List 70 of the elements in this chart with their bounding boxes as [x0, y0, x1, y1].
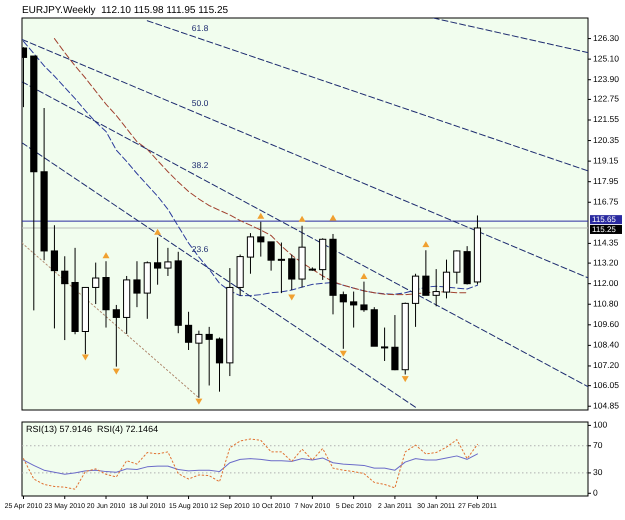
- chart-title: EURJPY.Weekly 112.10 115.98 111.95 115.25: [22, 5, 229, 16]
- ref-line-label: 115.65: [592, 215, 616, 224]
- candlestick: [133, 260, 141, 308]
- y-tick-label: 108.40: [593, 340, 620, 350]
- y-tick-label: 119.15: [593, 155, 619, 166]
- y-tick-label: 30: [593, 467, 603, 478]
- candlestick: [288, 254, 296, 291]
- y-tick-label: 122.75: [593, 94, 620, 104]
- chart-title: RSI(13) 57.9146 RSI(4) 72.1464: [26, 424, 158, 434]
- point: [154, 228, 162, 235]
- point: [402, 376, 409, 382]
- y-tick-label: 121.55: [593, 114, 620, 124]
- candlestick: [216, 336, 224, 392]
- y-tick-label: 110.80: [593, 298, 619, 308]
- candlestick: [391, 314, 399, 371]
- candlestick: [442, 259, 450, 299]
- y-tick-label: 104.85: [593, 400, 620, 410]
- y-tick-label: 107.20: [593, 360, 620, 370]
- point: [360, 272, 368, 279]
- candlestick: [50, 224, 58, 329]
- series-label: 61.8: [192, 22, 209, 33]
- candlestick: [92, 262, 100, 305]
- line-series: [22, 438, 478, 490]
- candlestick: [164, 247, 172, 276]
- y-tick-label: 70: [593, 440, 603, 450]
- point: [330, 214, 337, 221]
- candlestick: [184, 311, 192, 351]
- y-tick-label: 106.05: [593, 380, 620, 390]
- candlestick: [453, 250, 460, 284]
- candlestick: [154, 236, 162, 286]
- y-tick-label: 123.90: [593, 74, 620, 84]
- candlestick: [61, 256, 68, 341]
- point: [102, 252, 110, 258]
- line-series: [22, 453, 478, 475]
- candlestick: [381, 327, 388, 362]
- candlestick: [340, 291, 347, 350]
- candlestick: [360, 281, 368, 312]
- y-tick-label: 100: [593, 420, 608, 430]
- y-tick-label: 114.35: [593, 238, 619, 248]
- point: [298, 216, 306, 222]
- series-label: 23.6: [192, 244, 209, 254]
- point: [82, 354, 89, 361]
- y-tick-label: 125.10: [593, 53, 620, 64]
- y-tick-label: 117.95: [593, 176, 619, 186]
- point: [340, 350, 347, 357]
- candlestick: [350, 291, 358, 328]
- candlestick: [268, 241, 275, 272]
- candlestick: [422, 250, 430, 296]
- ref-line-label: 115.25: [592, 225, 616, 234]
- point: [288, 294, 296, 301]
- y-tick-label: 109.60: [593, 319, 620, 330]
- y-tick-label: 120.35: [593, 134, 620, 145]
- candlestick: [432, 268, 440, 307]
- candlestick: [112, 304, 120, 368]
- point: [422, 241, 430, 248]
- series-label: 50.0: [192, 98, 209, 108]
- series-label: 38.2: [192, 160, 209, 170]
- y-tick-label: 113.20: [593, 257, 619, 268]
- point: [195, 398, 202, 405]
- point: [257, 212, 264, 219]
- point: [112, 368, 120, 375]
- candlestick: [195, 330, 202, 398]
- candlestick: [257, 221, 264, 258]
- candlestick: [206, 326, 213, 386]
- candlestick: [246, 232, 254, 274]
- y-tick-label: 116.75: [593, 196, 619, 207]
- y-tick-label: 126.30: [593, 32, 620, 43]
- y-tick-label: 0: [593, 488, 598, 498]
- y-tick-label: 112.00: [593, 278, 619, 288]
- candlestick: [278, 242, 286, 294]
